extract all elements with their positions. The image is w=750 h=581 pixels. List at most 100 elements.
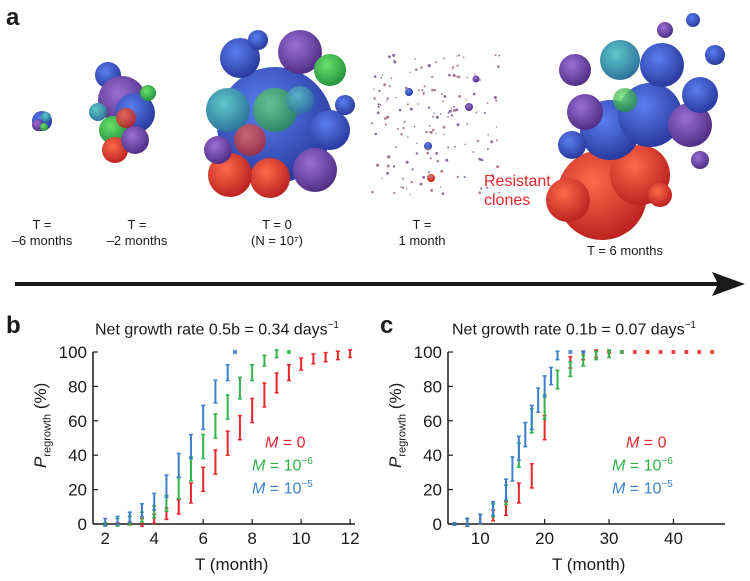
sparse-cell-dot [386,164,390,168]
sparse-cell-dot [429,174,432,177]
sparse-cell-dot [456,55,458,57]
sparse-cell-dot [417,89,420,91]
sparse-cell-dot [436,160,439,163]
sparse-cell-dot [421,89,424,91]
sparse-cell-dot [432,115,434,118]
sparse-cell-dot [404,86,408,90]
sparse-cell-dot [426,147,430,151]
sparse-cell-dot [380,76,383,79]
stage-label-minus-2: T = –2 months [106,217,168,248]
sparse-cell-dot [496,126,498,128]
sparse-cell-dot [395,146,397,149]
sparse-cell-dot [372,88,375,91]
sparse-cell-dot [406,103,409,106]
sparse-cell-dot [431,88,434,92]
sparse-cell-dot [445,158,449,162]
sparse-cell-dot [483,112,486,114]
sparse-cell-dot [374,132,378,136]
sparse-cell-dot [392,53,396,57]
sparse-cell-dot [373,97,376,100]
panel-b-legend-m0: M = 0 [265,434,306,452]
sparse-cell-dot [440,169,444,173]
sparse-cell-dot [496,139,498,142]
sparse-cell-dot [428,125,431,127]
time-arrow [15,272,745,296]
panel-b-letter: b [6,312,21,339]
sparse-cell-dot [388,85,391,88]
sparse-cell-dot [443,95,447,98]
stage-label-six-months: T = 6 months [587,243,663,258]
sparse-cell-dot [486,148,489,151]
sparse-cell-dot [476,139,480,143]
sparse-cell-dot [405,160,409,164]
sparse-cell-dot [495,99,498,102]
sparse-cell-dot [414,68,418,71]
sparse-cell-dot [411,168,414,171]
sparse-cell-dot [486,186,489,189]
y-tick-label: 60 [423,412,442,431]
y-tick-label: 20 [423,481,442,500]
sparse-cell-dot [371,190,374,194]
sparse-cell-dot [415,152,419,155]
sparse-cell-dot [451,68,454,70]
panel-c-xlabel: T (month) [552,555,626,574]
sparse-cell-dot [393,59,395,61]
tumor-stage-minus-6 [32,111,52,131]
sparse-cell-dot [491,174,494,177]
sparse-cell-dot [439,113,442,115]
sparse-cell-dot [409,71,411,74]
sparse-cell-dot [435,132,437,135]
sparse-cell-dot [453,145,456,148]
y-tick-label: 0 [78,515,87,534]
sparse-cell-dot [422,176,425,179]
sparse-cell-dot [447,116,449,118]
sparse-cell-dot [447,111,450,114]
x-tick-label: 10 [471,529,490,548]
sparse-cell-dot [416,103,419,105]
sparse-cell-dot [464,143,467,146]
y-tick-label: 100 [59,343,87,362]
sparse-cell-dot [379,103,382,106]
sparse-cell-dot [406,188,408,190]
sparse-cell-dot [431,75,434,78]
y-tick-label: 60 [68,412,87,431]
sparse-cell-dot [452,66,455,69]
sparse-cell-dot [443,57,446,60]
sparse-cell-dot [433,112,435,114]
sparse-cell-dot [463,176,466,179]
sparse-cell-dot [465,99,467,101]
sparse-cell-dot [422,91,425,95]
sparse-cell-dot [475,111,478,114]
sparse-cell-dot [480,187,483,190]
sparse-cell-dot [456,64,459,67]
sparse-cell-dot [496,165,500,169]
sparse-cell-dot [472,92,476,96]
sparse-cell-dot [384,117,387,120]
sparse-cell-dot [429,131,433,134]
sparse-cell-dot [447,146,450,149]
sparse-cell-dot [376,163,380,167]
sparse-cell-dot [388,55,391,59]
sparse-cell-dot [456,176,459,179]
y-tick-label: 80 [68,377,87,396]
sparse-cell-dot [404,120,406,123]
panel-c-title: Net growth rate 0.1b = 0.07 days−1 [452,320,696,339]
panel-b-xlabel: T (month) [195,555,269,574]
sparse-cell-dot [497,179,499,182]
y-tick-label: 20 [68,481,87,500]
sparse-cell-dot [392,165,396,168]
sparse-cell-dot [403,121,406,124]
y-tick-label: 100 [414,343,442,362]
sparse-cell-dot [398,108,402,112]
sparse-cell-dot [493,96,497,99]
sparse-cell-dot [409,107,413,111]
sparse-cell-dot [407,136,409,138]
sparse-cell-dot [426,151,430,155]
y-tick-label: 40 [423,446,442,465]
sparse-cell-dot [423,94,425,96]
sparse-cell-dot [478,79,481,81]
sparse-cell-dot [442,125,446,129]
x-tick-label: 6 [198,529,207,548]
sparse-cell-dot [498,191,500,194]
sparse-cell-dot [383,83,386,87]
